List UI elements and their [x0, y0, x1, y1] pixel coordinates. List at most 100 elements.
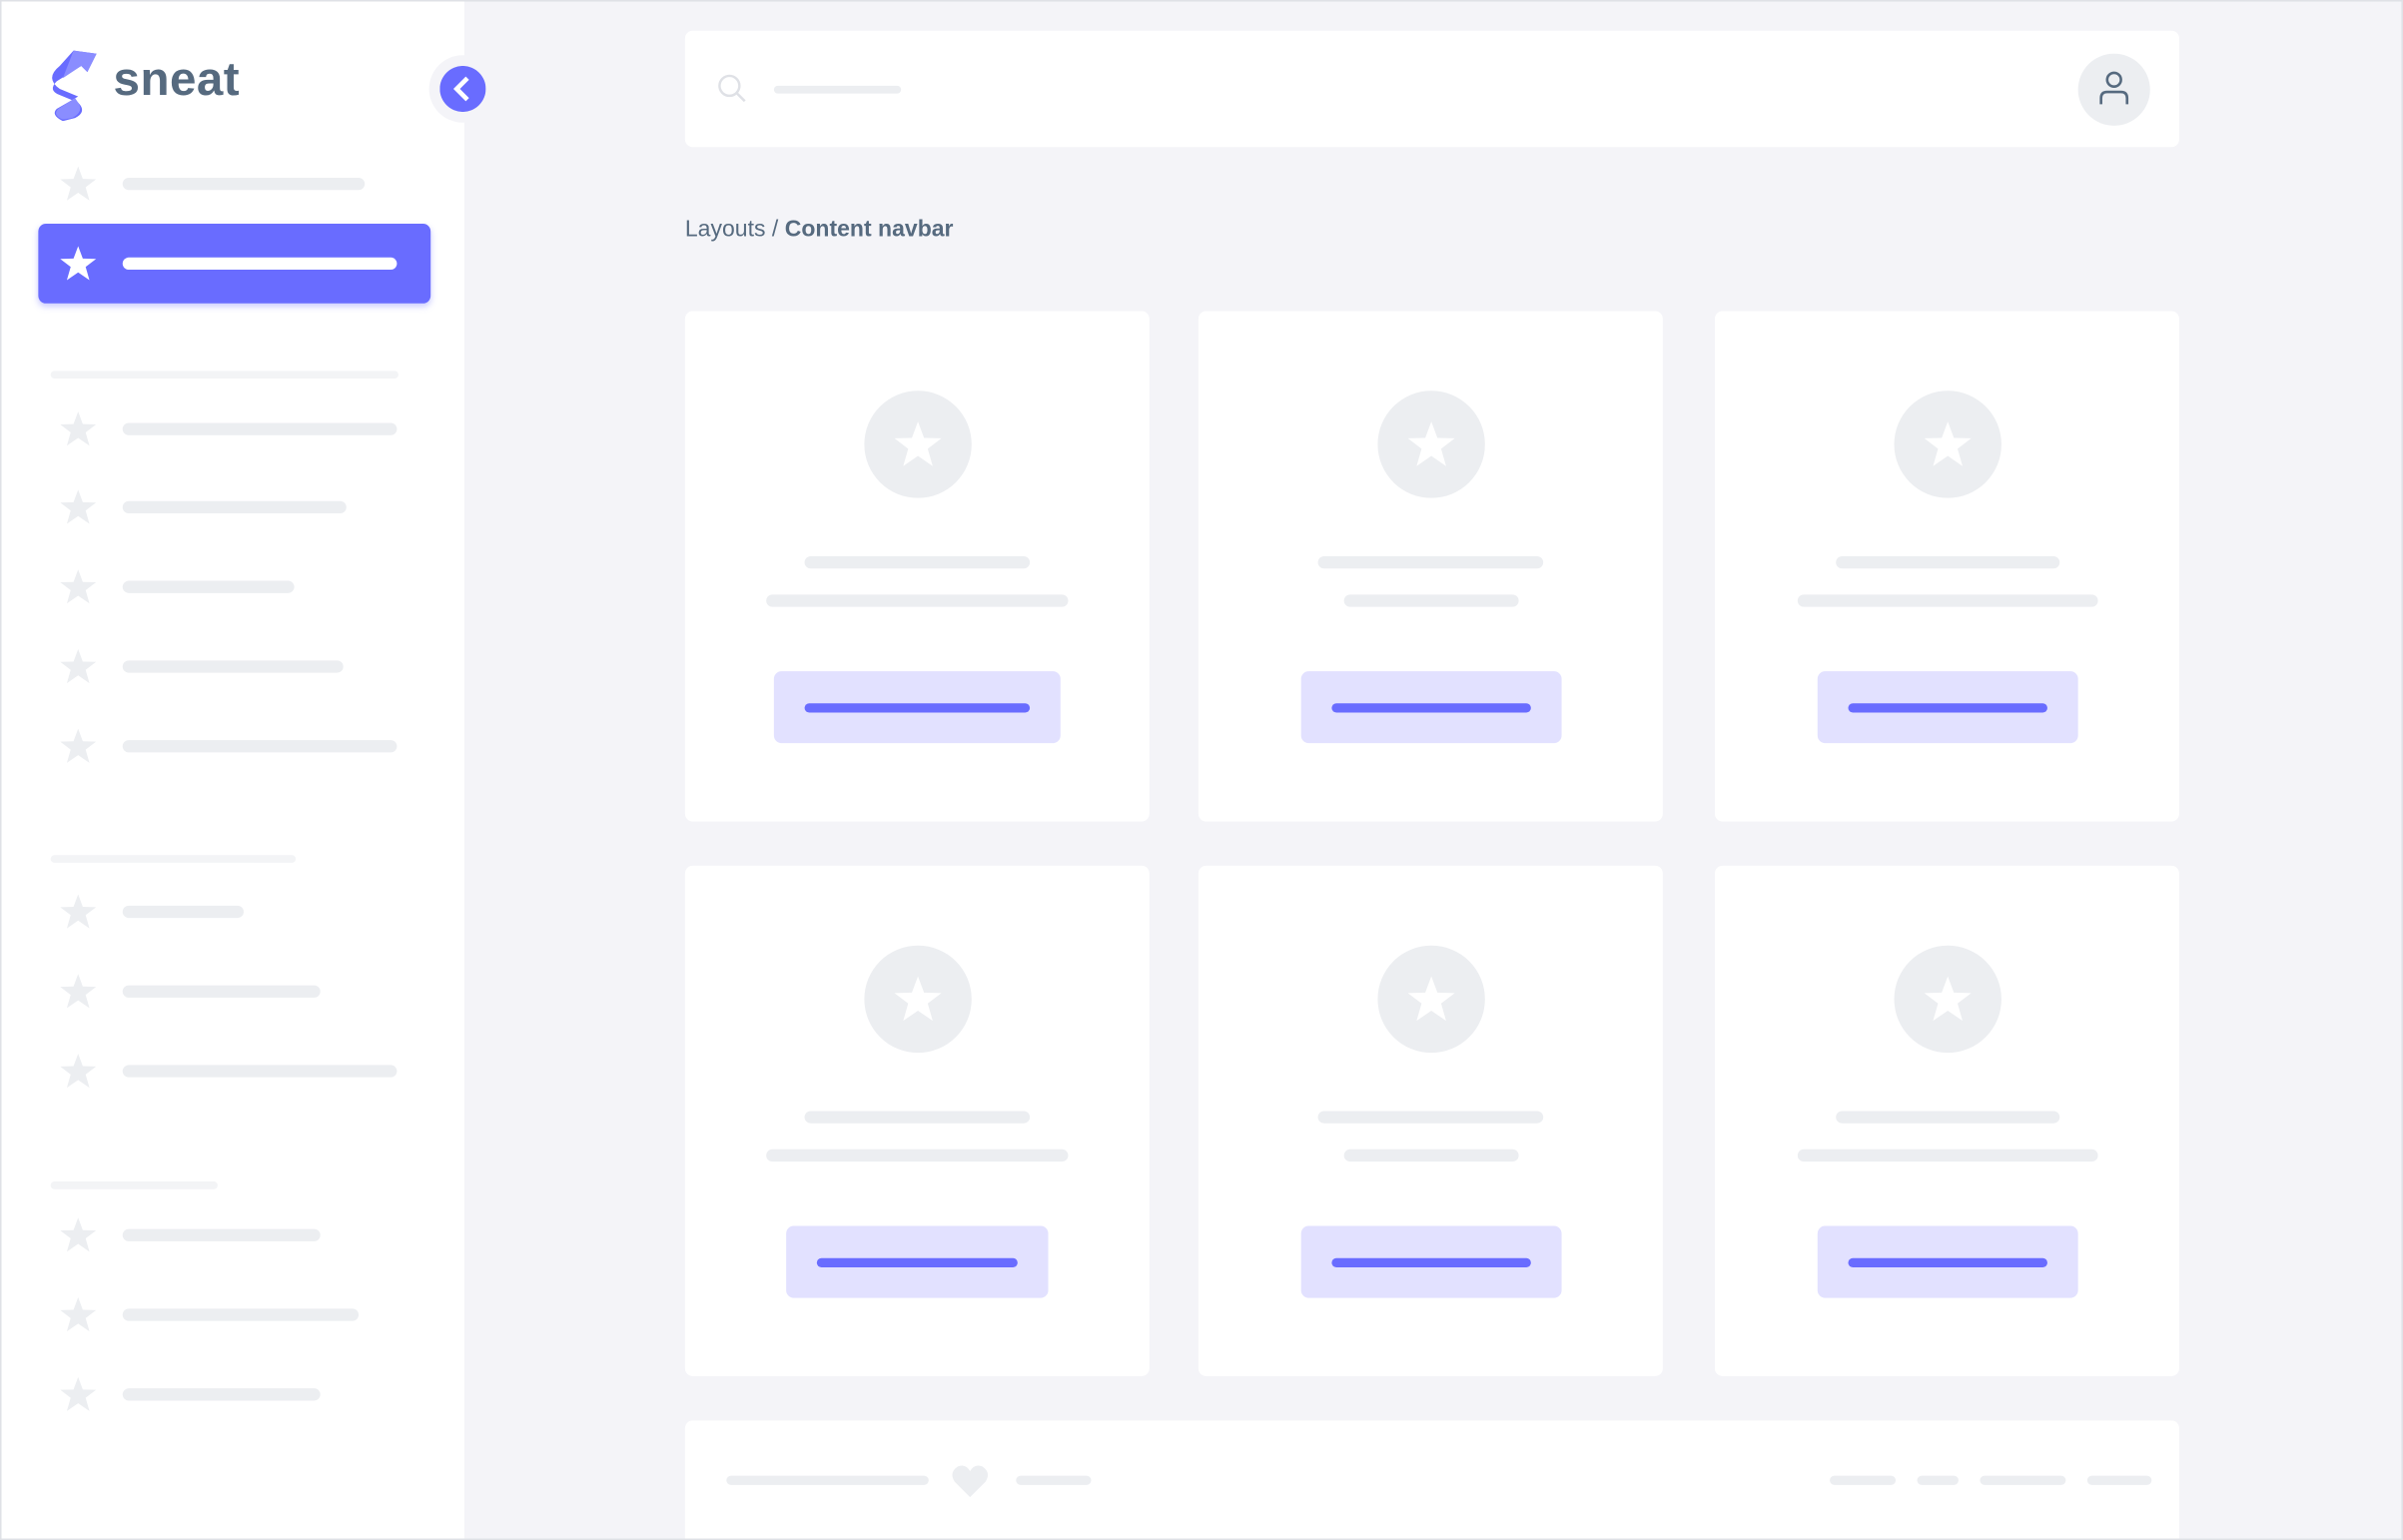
sidebar-item[interactable]	[38, 224, 431, 304]
sidebar-item-label	[122, 740, 398, 753]
footer-text	[726, 1475, 929, 1485]
user-icon	[2099, 71, 2129, 105]
sidebar-item[interactable]	[38, 547, 430, 627]
star-icon	[1922, 973, 1974, 1025]
sidebar-item-label	[122, 580, 295, 593]
card-button-label	[1848, 702, 2047, 712]
star-icon	[1405, 418, 1457, 470]
avatar[interactable]	[2077, 53, 2150, 126]
card-text	[1343, 594, 1519, 607]
sidebar-item[interactable]	[38, 872, 430, 952]
collapse-button[interactable]	[428, 55, 497, 123]
sidebar-section-header	[50, 1181, 218, 1189]
star-icon	[58, 647, 98, 687]
breadcrumb: Layouts / Content navbar	[685, 216, 954, 242]
card-icon-circle	[1894, 945, 2002, 1054]
sidebar-item[interactable]	[38, 952, 430, 1032]
footer	[684, 1420, 2179, 1539]
card-icon-circle	[1377, 390, 1485, 498]
card-title	[1836, 1111, 2060, 1124]
sidebar-item-label	[122, 1308, 360, 1321]
sidebar: sneat	[1, 1, 497, 1539]
star-icon	[58, 567, 98, 607]
sidebar-item[interactable]	[38, 627, 430, 707]
footer-link[interactable]	[2086, 1475, 2152, 1485]
sidebar-item[interactable]	[38, 1195, 430, 1275]
card-title	[804, 555, 1031, 569]
card-button-label	[1331, 702, 1531, 712]
card-text	[1343, 1149, 1519, 1162]
card-text	[766, 1149, 1069, 1162]
footer-link[interactable]	[1980, 1475, 2066, 1485]
sidebar-item[interactable]	[38, 467, 430, 547]
star-icon	[58, 487, 98, 527]
heart-icon	[952, 1465, 989, 1498]
card-button[interactable]	[1817, 671, 2078, 744]
card-text	[766, 594, 1069, 607]
card-button[interactable]	[786, 1225, 1049, 1298]
card-button-label	[804, 702, 1031, 712]
footer-link[interactable]	[1917, 1475, 1959, 1485]
breadcrumb-current: Content navbar	[784, 216, 954, 243]
chevron-left-icon	[439, 65, 486, 113]
card-button-label	[1848, 1256, 2047, 1267]
search-icon[interactable]	[717, 74, 748, 105]
footer-link[interactable]	[1830, 1475, 1897, 1485]
breadcrumb-separator: /	[765, 216, 785, 243]
sidebar-section-header	[50, 855, 297, 863]
star-icon	[58, 409, 98, 449]
sneat-logo-icon	[52, 50, 97, 122]
card-icon-circle	[1894, 390, 2002, 498]
sidebar-item[interactable]	[38, 1275, 430, 1355]
breadcrumb-parent[interactable]: Layouts	[684, 216, 766, 243]
sidebar-item-label	[122, 1065, 398, 1078]
star-icon	[58, 726, 98, 766]
star-icon	[891, 973, 943, 1025]
star-icon	[58, 164, 98, 204]
sidebar-item-label	[122, 660, 344, 673]
star-icon	[58, 1052, 98, 1092]
star-icon	[1922, 418, 1974, 470]
content-card	[1198, 311, 1663, 822]
sidebar-item-label	[122, 1228, 321, 1241]
sidebar-item-label	[122, 257, 398, 271]
sidebar-section-header	[50, 371, 399, 379]
content-card	[1714, 865, 2179, 1376]
card-title	[804, 1111, 1031, 1124]
sidebar-item[interactable]	[38, 1032, 430, 1112]
card-title	[1836, 555, 2060, 569]
content-card	[1198, 865, 1663, 1376]
content-navbar	[684, 30, 2179, 148]
sidebar-item-label	[122, 905, 244, 919]
sidebar-item-label	[122, 1388, 321, 1401]
card-text	[1797, 594, 2098, 607]
card-button[interactable]	[1300, 671, 1562, 744]
star-icon	[58, 972, 98, 1012]
star-icon	[58, 244, 98, 284]
card-button-label	[1331, 1256, 1531, 1267]
card-button[interactable]	[1300, 1225, 1562, 1298]
content-card	[684, 865, 1150, 1376]
card-button[interactable]	[773, 671, 1061, 744]
brand-name: sneat	[113, 52, 241, 106]
card-icon-circle	[863, 945, 972, 1054]
content-card	[1714, 311, 2179, 822]
card-button[interactable]	[1817, 1225, 2078, 1298]
card-icon-circle	[863, 390, 972, 498]
card-title	[1317, 1111, 1544, 1124]
star-icon	[58, 1295, 98, 1335]
search-input[interactable]	[773, 85, 902, 94]
star-icon	[58, 1374, 98, 1414]
footer-link[interactable]	[1016, 1475, 1092, 1485]
card-title	[1317, 555, 1544, 569]
star-icon	[1405, 973, 1457, 1025]
card-icon-circle	[1377, 945, 1485, 1054]
sidebar-item[interactable]	[38, 1354, 430, 1434]
star-icon	[58, 1215, 98, 1255]
sidebar-item[interactable]	[38, 144, 430, 224]
sidebar-item-label	[122, 500, 347, 514]
sidebar-item[interactable]	[38, 706, 430, 786]
card-button-label	[816, 1256, 1018, 1267]
sidebar-item[interactable]	[38, 389, 430, 469]
